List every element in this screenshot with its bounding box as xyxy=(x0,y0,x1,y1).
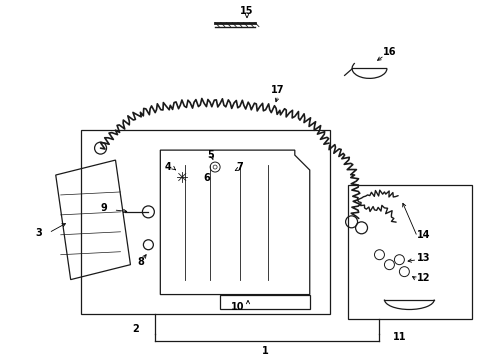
Text: 7: 7 xyxy=(236,162,243,172)
Text: 1: 1 xyxy=(262,346,269,356)
Text: 12: 12 xyxy=(417,273,431,283)
Text: 6: 6 xyxy=(204,173,211,183)
Text: 9: 9 xyxy=(100,203,107,213)
Text: 14: 14 xyxy=(417,230,431,240)
Bar xyxy=(347,185,472,319)
Text: 11: 11 xyxy=(392,332,406,342)
Text: 17: 17 xyxy=(271,85,285,95)
Text: 8: 8 xyxy=(137,257,144,267)
Text: 3: 3 xyxy=(35,228,42,238)
Text: 16: 16 xyxy=(383,48,396,58)
Text: 13: 13 xyxy=(417,253,431,263)
Bar xyxy=(81,130,330,315)
Text: 15: 15 xyxy=(240,6,254,15)
Text: 10: 10 xyxy=(231,302,245,311)
Text: 5: 5 xyxy=(207,150,214,160)
Text: 2: 2 xyxy=(132,324,139,334)
Text: 4: 4 xyxy=(165,162,172,172)
